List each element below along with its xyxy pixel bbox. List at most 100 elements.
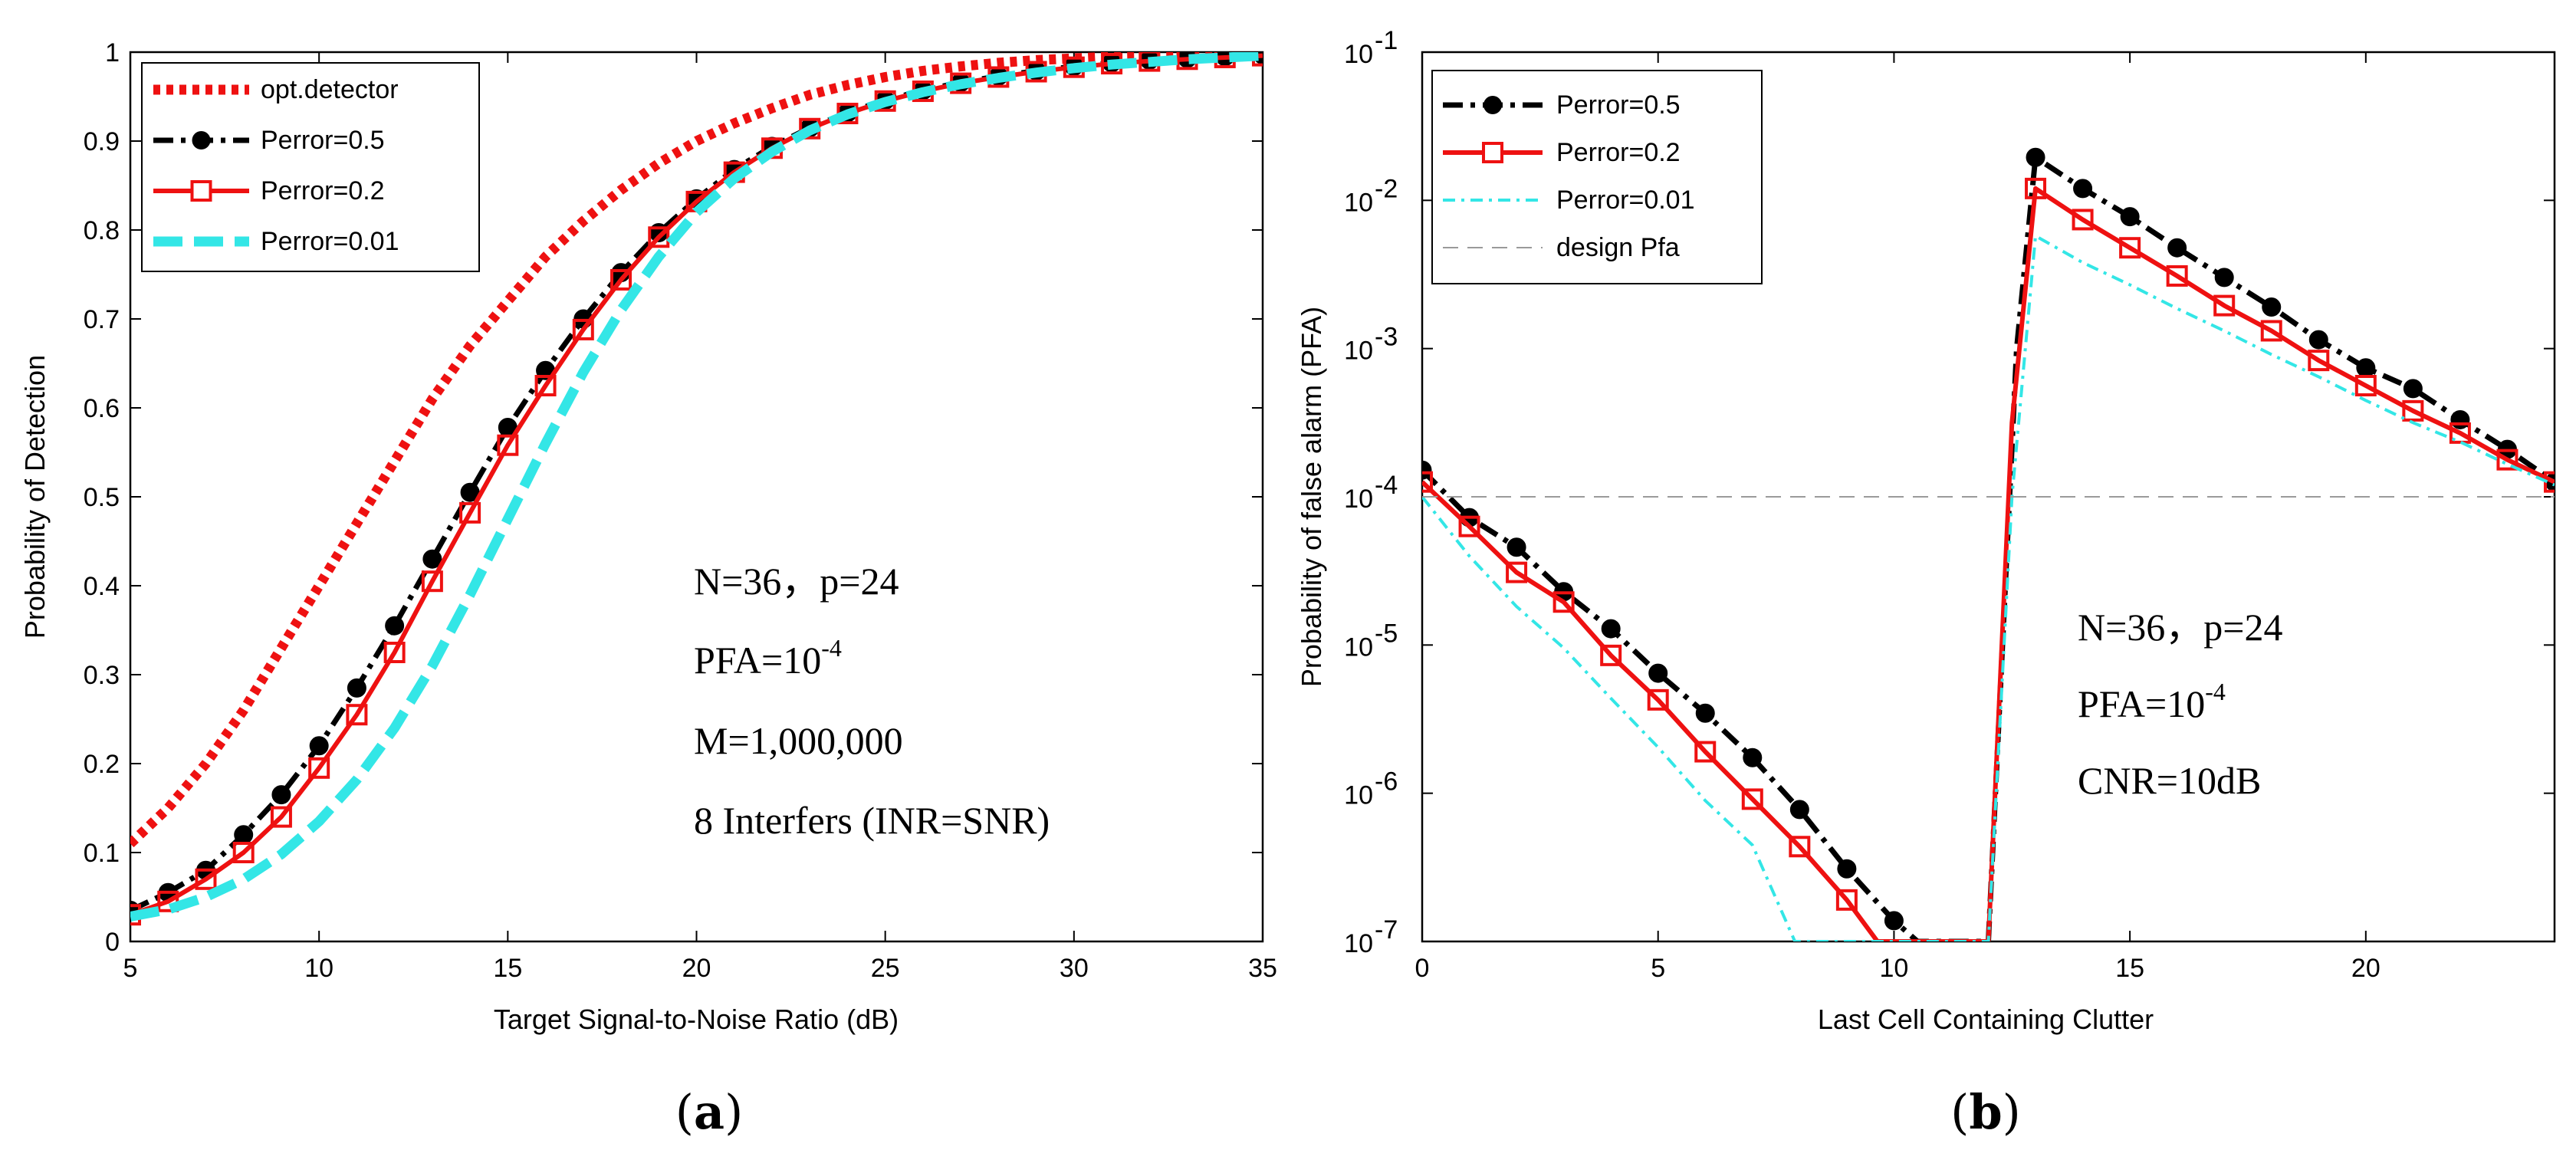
a-series-2-point-11 bbox=[534, 375, 557, 396]
a-series-1-point-5 bbox=[309, 736, 329, 756]
chart-a-annotation-0: N=36，p=24 bbox=[694, 560, 899, 603]
chart-a: 5 10 15 20 25 30 35 0 0.1 0.2 0.3 0.4 0.5 0.6 0.7 0.8 0.… bbox=[19, 38, 1277, 1140]
b-ytick-label-3: 10 bbox=[1344, 485, 1373, 514]
a-ytick-label-3: 0.3 bbox=[84, 661, 120, 690]
b-series-1-point-1 bbox=[1458, 515, 1480, 537]
a-ytick-label-5: 0.5 bbox=[84, 483, 120, 512]
chart-a-legend: opt.detector Perror=0.5 Perror=0.2 Perro… bbox=[141, 62, 480, 272]
b-series-0-point-0 bbox=[1422, 460, 1432, 480]
b-xtick-label-4: 20 bbox=[2351, 954, 2380, 983]
a-xtick-label-0: 5 bbox=[123, 954, 138, 983]
chart-a-caption-letter: a bbox=[694, 1084, 724, 1140]
a-series-2-point-8 bbox=[421, 570, 443, 593]
b-series-line-2 bbox=[1422, 234, 2555, 941]
b-series-1-point-3 bbox=[1552, 591, 1575, 613]
chart-b-legend-label-3: design Pfa bbox=[1556, 233, 1680, 262]
b-xtick-label-3: 15 bbox=[2115, 954, 2144, 983]
chart-a-legend-samples bbox=[153, 84, 249, 247]
a-series-1-point-4 bbox=[271, 785, 291, 805]
chart-b-annotation-2: CNR=10dB bbox=[2078, 759, 2261, 802]
b-ytick-exp-2: -5 bbox=[1375, 619, 1398, 648]
a-ytick-label-4: 0.4 bbox=[84, 572, 120, 601]
a-series-1-point-3 bbox=[234, 825, 254, 845]
chart-b-legend-label-0: Perror=0.5 bbox=[1556, 90, 1681, 120]
chart-a-legend-label-1: Perror=0.5 bbox=[261, 126, 385, 155]
b-series-0-point-18 bbox=[2214, 268, 2234, 288]
b-series-1-point-8 bbox=[1789, 836, 1811, 858]
b-ytick-label-1: 10 bbox=[1344, 781, 1373, 810]
chart-a-annotation-2: M=1,000,000 bbox=[694, 719, 903, 762]
a-series-line-0 bbox=[130, 52, 1263, 848]
b-series-0-point-16 bbox=[2120, 207, 2140, 227]
b-series-0-point-7 bbox=[1743, 748, 1763, 767]
a-xtick-label-5: 30 bbox=[1060, 954, 1089, 983]
b-series-0-point-21 bbox=[2356, 358, 2376, 378]
a-xtick-label-4: 25 bbox=[871, 954, 900, 983]
a-legend-marker-2 bbox=[190, 180, 212, 202]
chart-b-annotation-0: N=36，p=24 bbox=[2078, 606, 2283, 649]
b-legend-marker-1 bbox=[1482, 142, 1503, 163]
chart-b-annotation-1: PFA=10-4 bbox=[2078, 678, 2226, 725]
a-ytick-label-10: 1 bbox=[105, 38, 120, 67]
b-ytick-label-4: 10 bbox=[1344, 337, 1373, 366]
b-series-0-point-2 bbox=[1506, 537, 1526, 557]
b-series-0-point-9 bbox=[1837, 859, 1857, 879]
b-ytick-label-2: 10 bbox=[1344, 632, 1373, 662]
b-series-0-point-10 bbox=[1884, 911, 1904, 931]
chart-a-legend-label-0: opt.detector bbox=[261, 75, 399, 104]
b-xtick-label-0: 0 bbox=[1415, 954, 1430, 983]
a-ytick-label-0: 0 bbox=[105, 928, 120, 957]
b-xtick-label-1: 5 bbox=[1651, 954, 1665, 983]
chart-b-legend-label-2: Perror=0.01 bbox=[1556, 186, 1695, 215]
b-series-0-point-15 bbox=[2073, 179, 2093, 199]
b-series-0-point-5 bbox=[1648, 663, 1668, 683]
b-series-1-point-19 bbox=[2308, 350, 2330, 372]
b-series-0-point-8 bbox=[1789, 800, 1809, 820]
b-series-1-point-5 bbox=[1647, 688, 1669, 711]
chart-a-legend-label-2: Perror=0.2 bbox=[261, 176, 385, 205]
chart-b-caption: (b) bbox=[1950, 1084, 2021, 1140]
chart-a-axes: 5 10 15 20 25 30 35 0 0.1 0.2 0.3 0.4 0.5 0.6 0.7 0.8 0.… bbox=[84, 38, 1277, 983]
a-legend-marker-1 bbox=[192, 131, 211, 150]
chart-a-annotations: N=36，p=24 PFA=10-4 M=1,000,000 8 Interfe… bbox=[694, 560, 1050, 842]
b-series-1-point-20 bbox=[2354, 375, 2377, 396]
b-ytick-exp-4: -3 bbox=[1375, 323, 1398, 352]
chart-a-caption: (a) bbox=[675, 1084, 744, 1140]
b-series-0-point-22 bbox=[2403, 379, 2423, 399]
b-series-0-point-19 bbox=[2262, 297, 2282, 317]
a-series-2-point-5 bbox=[308, 757, 330, 779]
a-series-line-3 bbox=[130, 52, 1263, 922]
a-series-2-point-4 bbox=[270, 806, 292, 828]
chart-b-legend: Perror=0.5 Perror=0.2 Perror=0.01 design… bbox=[1431, 70, 1763, 284]
chart-a-annotation-3: 8 Interfers (INR=SNR) bbox=[694, 799, 1050, 842]
a-series-2-point-2 bbox=[195, 868, 217, 890]
chart-a-ylabel: Probability of Detection bbox=[19, 355, 51, 639]
a-xtick-label-2: 15 bbox=[493, 954, 522, 983]
a-series-2-point-10 bbox=[497, 434, 519, 456]
a-series-2-point-6 bbox=[346, 704, 368, 726]
b-ytick-exp-6: -1 bbox=[1375, 26, 1398, 55]
b-ytick-exp-0: -7 bbox=[1375, 915, 1398, 945]
b-series-1-point-4 bbox=[1600, 644, 1622, 666]
b-series-1-point-22 bbox=[2449, 422, 2471, 444]
a-ytick-label-8: 0.8 bbox=[84, 216, 120, 245]
b-series-1-point-17 bbox=[2213, 294, 2236, 317]
b-series-1-point-0 bbox=[1422, 471, 1433, 493]
chart-a-xlabel: Target Signal-to-Noise Ratio (dB) bbox=[494, 1004, 899, 1035]
b-series-1-point-9 bbox=[1835, 889, 1858, 911]
b-series-1-point-18 bbox=[2260, 320, 2282, 342]
b-series-0-point-6 bbox=[1695, 703, 1715, 723]
chart-b-series bbox=[1422, 147, 2555, 941]
b-series-1-point-15 bbox=[2119, 237, 2141, 259]
a-ytick-label-9: 0.9 bbox=[84, 127, 120, 156]
a-ytick-label-6: 0.6 bbox=[84, 394, 120, 423]
a-series-2-point-9 bbox=[459, 501, 481, 524]
b-series-1-point-6 bbox=[1694, 741, 1717, 763]
a-xtick-label-6: 35 bbox=[1248, 954, 1277, 983]
b-ytick-exp-5: -2 bbox=[1375, 174, 1398, 203]
b-series-1-point-16 bbox=[2166, 264, 2188, 287]
b-series-1-point-14 bbox=[2072, 209, 2094, 231]
chart-b-annotation-1-base: PFA=10 bbox=[2078, 682, 2205, 725]
